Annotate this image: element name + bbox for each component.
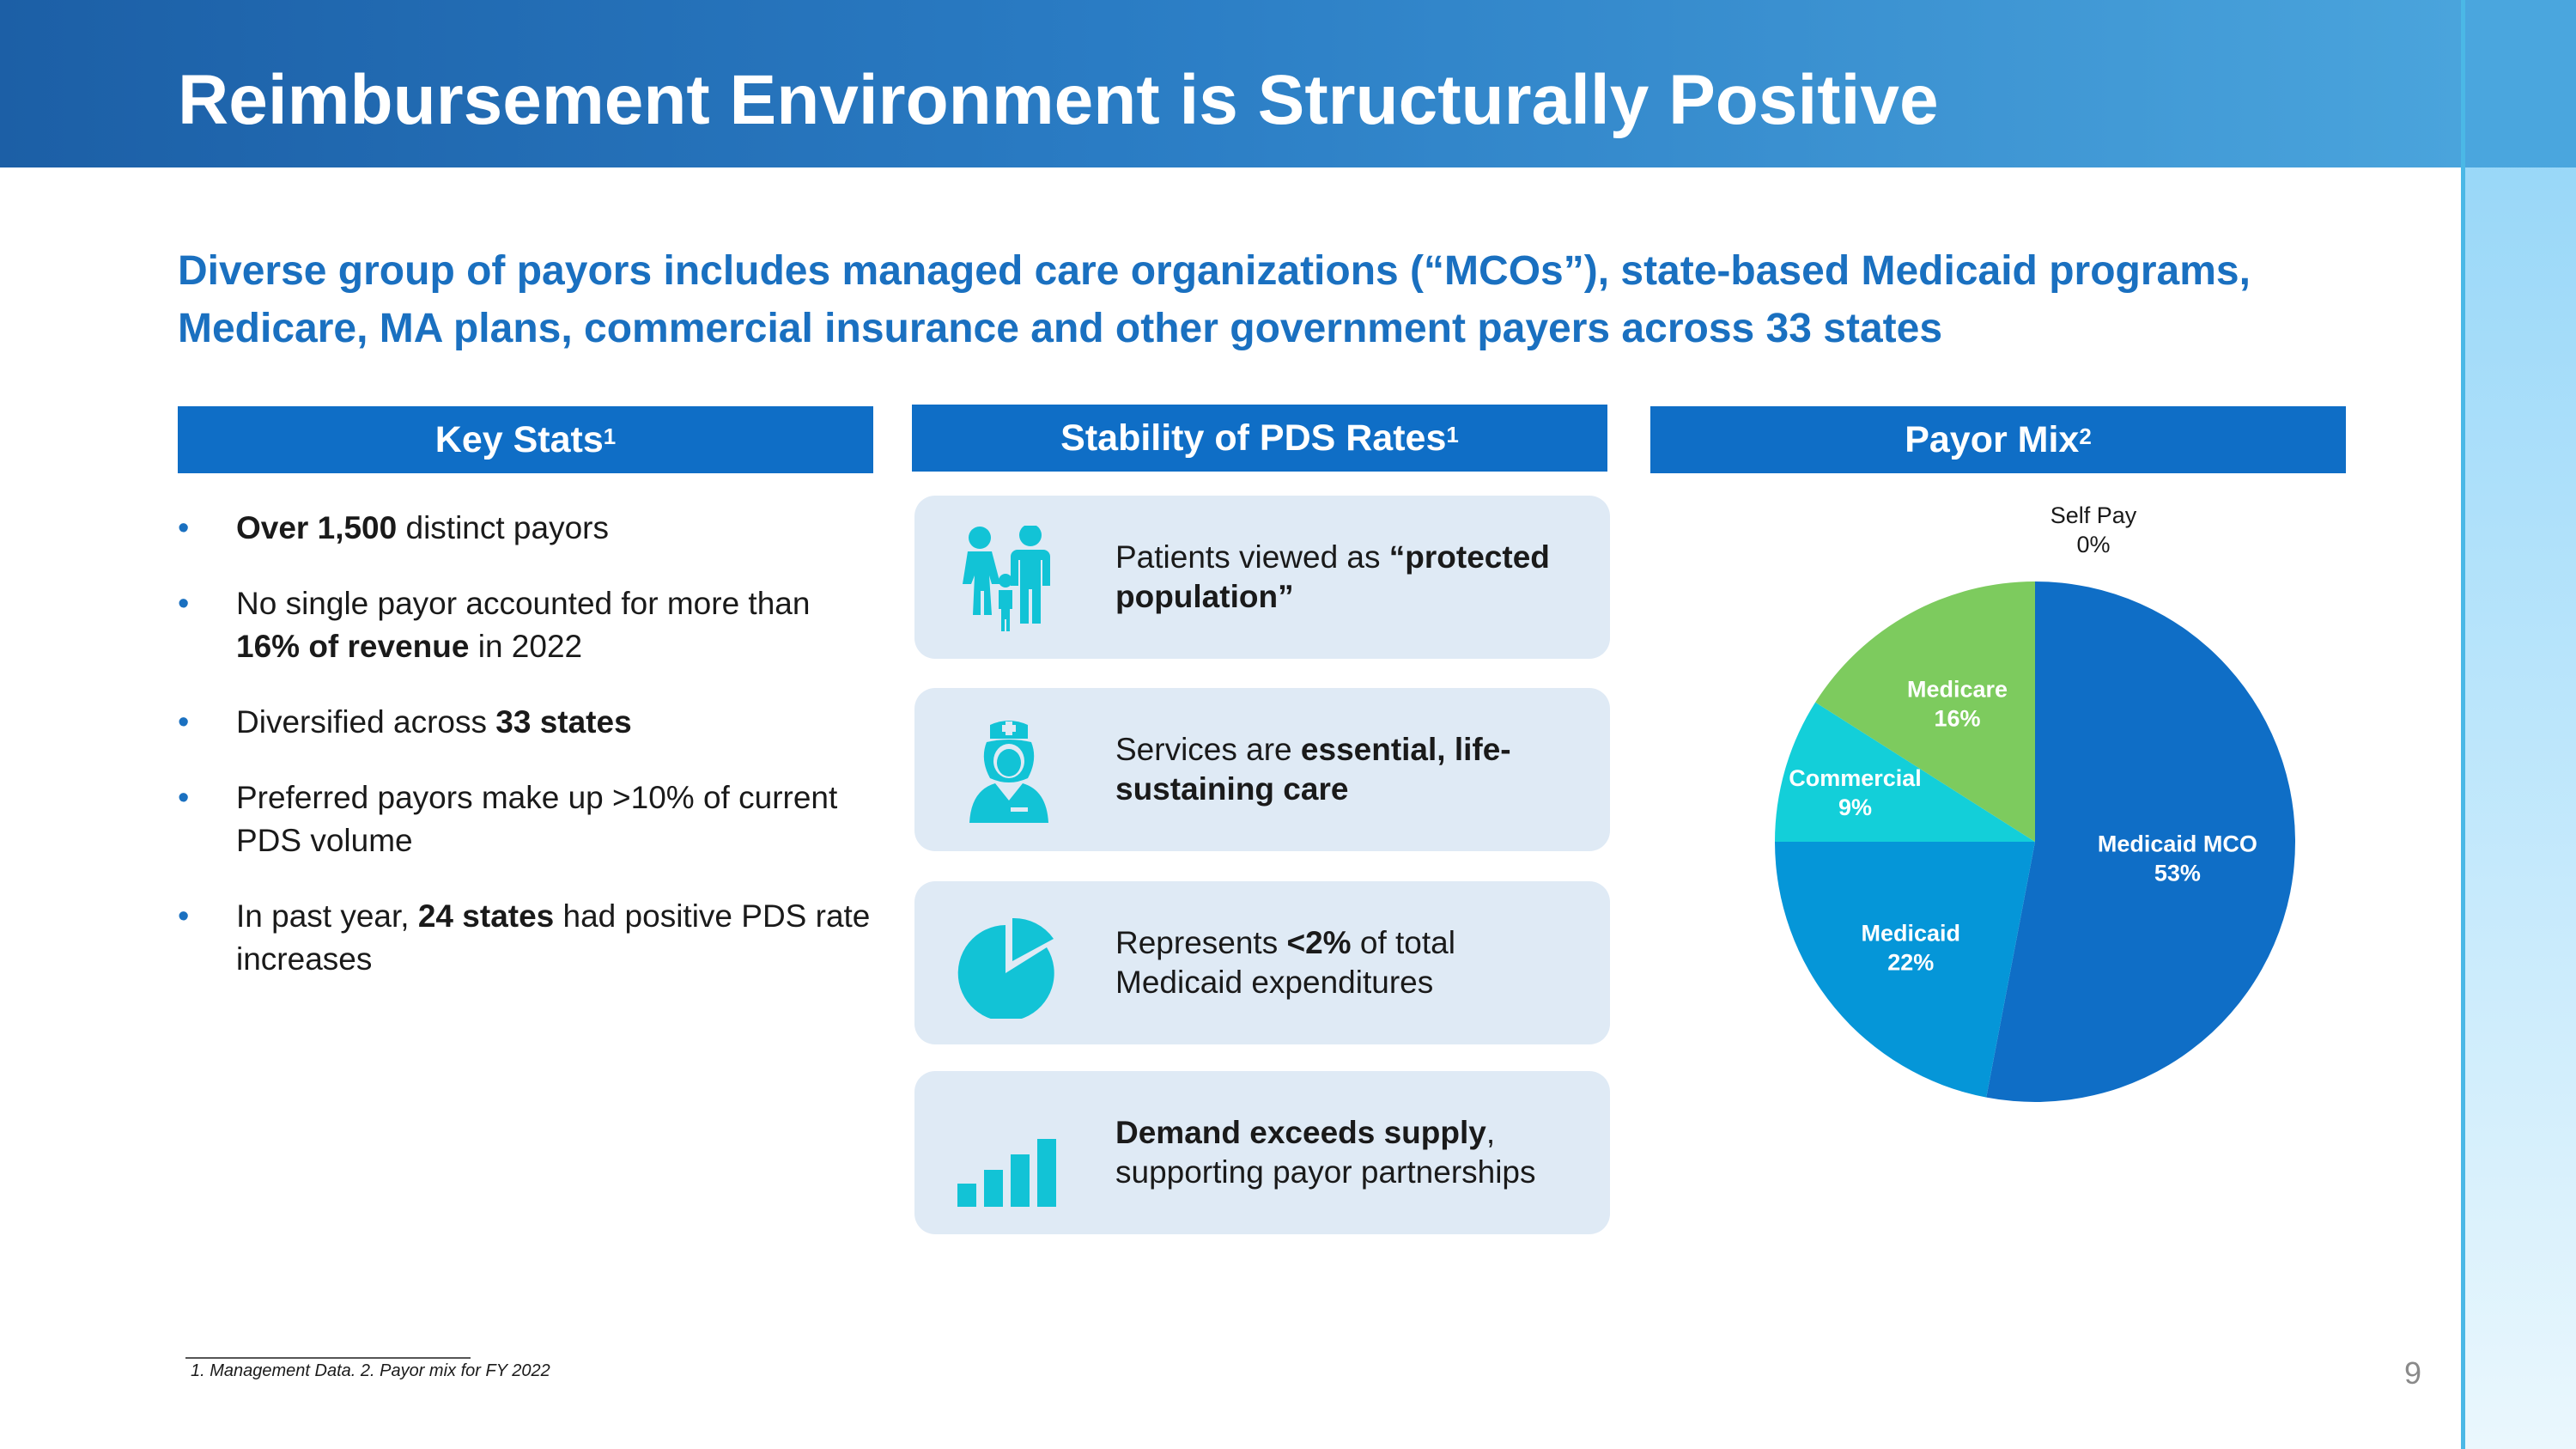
family-icon: [957, 524, 1060, 633]
key-stats-list: • Over 1,500 distinct payors • No single p…: [178, 507, 882, 1014]
list-item: • In past year, 24 states had positive PD…: [178, 895, 882, 981]
stability-label: Stability of PDS Rates: [1060, 417, 1447, 459]
footnote: 1. Management Data. 2. Payor mix for FY …: [191, 1361, 550, 1380]
bullet-icon: •: [178, 586, 190, 622]
pie-value-medicaid-mco: 53%: [2154, 861, 2201, 886]
stability-card-medicaid-share: Represents <2% of total Medicaid expendi…: [914, 881, 1610, 1044]
list-item: • Over 1,500 distinct payors: [178, 507, 882, 550]
card-text: Services are essential, life-sustaining …: [1115, 732, 1511, 807]
payor-mix-sup: 2: [2079, 423, 2092, 449]
payor-mix-pie-chart: Medicaid MCO 53% Medicaid 22% Commercial 9% Me…: [1775, 502, 2295, 1102]
pie-slice-medicare: [1815, 581, 2035, 842]
bullet-icon: •: [178, 510, 190, 546]
pie-label-self-pay: Self Pay: [2050, 502, 2137, 528]
stability-card-essential-care: Services are essential, life-sustaining …: [914, 688, 1610, 851]
bullet-icon: •: [178, 898, 190, 935]
nurse-icon: [957, 718, 1060, 825]
decorative-side-strip: [2464, 0, 2576, 1449]
bullet-icon: •: [178, 704, 190, 740]
key-stats-header: Key Stats 1: [178, 406, 873, 473]
pie-label-medicaid-mco: Medicaid MCO: [2098, 831, 2257, 857]
card-text: Demand exceeds supply, supporting payor …: [1115, 1115, 1536, 1190]
stability-card-demand: Demand exceeds supply, supporting payor …: [914, 1071, 1610, 1234]
card-text: Patients viewed as “protected population…: [1115, 539, 1550, 614]
pie-slice-commercial: [1775, 702, 2035, 842]
pie-value-medicare: 16%: [1934, 705, 1980, 731]
pie-value-commercial: 9%: [1838, 795, 1872, 820]
page-number: 9: [2404, 1355, 2422, 1391]
stability-sup: 1: [1446, 421, 1459, 447]
bullet-icon: •: [178, 780, 190, 816]
footnote-divider: [185, 1357, 471, 1359]
payor-mix-label: Payor Mix: [1905, 418, 2080, 460]
pie-value-medicaid: 22%: [1887, 950, 1934, 976]
pie-label-medicaid: Medicaid: [1861, 921, 1960, 947]
key-stats-sup: 1: [603, 423, 617, 449]
bar-chart-icon: [957, 1101, 1060, 1209]
key-stats-label: Key Stats: [434, 418, 604, 460]
decorative-side-line: [2461, 0, 2465, 1449]
pie-slice-medicaid: [1775, 842, 2035, 1098]
slide-title: Reimbursement Environment is Structurall…: [178, 61, 1939, 139]
pie-slice-icon: [957, 911, 1060, 1021]
stability-header: Stability of PDS Rates 1: [912, 405, 1607, 472]
card-text: Represents <2% of total Medicaid expendi…: [1115, 925, 1455, 1000]
pie-slice-medicaid-mco: [1986, 581, 2295, 1102]
pie-label-commercial: Commercial: [1789, 765, 1922, 791]
pie-value-self-pay: 0%: [2076, 532, 2110, 557]
stability-card-protected-population: Patients viewed as “protected population…: [914, 496, 1610, 659]
decorative-side-strip-top: [2464, 0, 2576, 167]
pie-label-medicare: Medicare: [1907, 676, 2008, 702]
list-item: • Preferred payors make up >10% of curren…: [178, 776, 882, 862]
payor-mix-header: Payor Mix 2: [1650, 406, 2346, 473]
slide-subtitle: Diverse group of payors includes managed…: [178, 248, 2251, 351]
title-bar: [0, 0, 2464, 167]
list-item: • No single payor accounted for more than…: [178, 582, 882, 668]
list-item: • Diversified across 33 states: [178, 701, 882, 744]
